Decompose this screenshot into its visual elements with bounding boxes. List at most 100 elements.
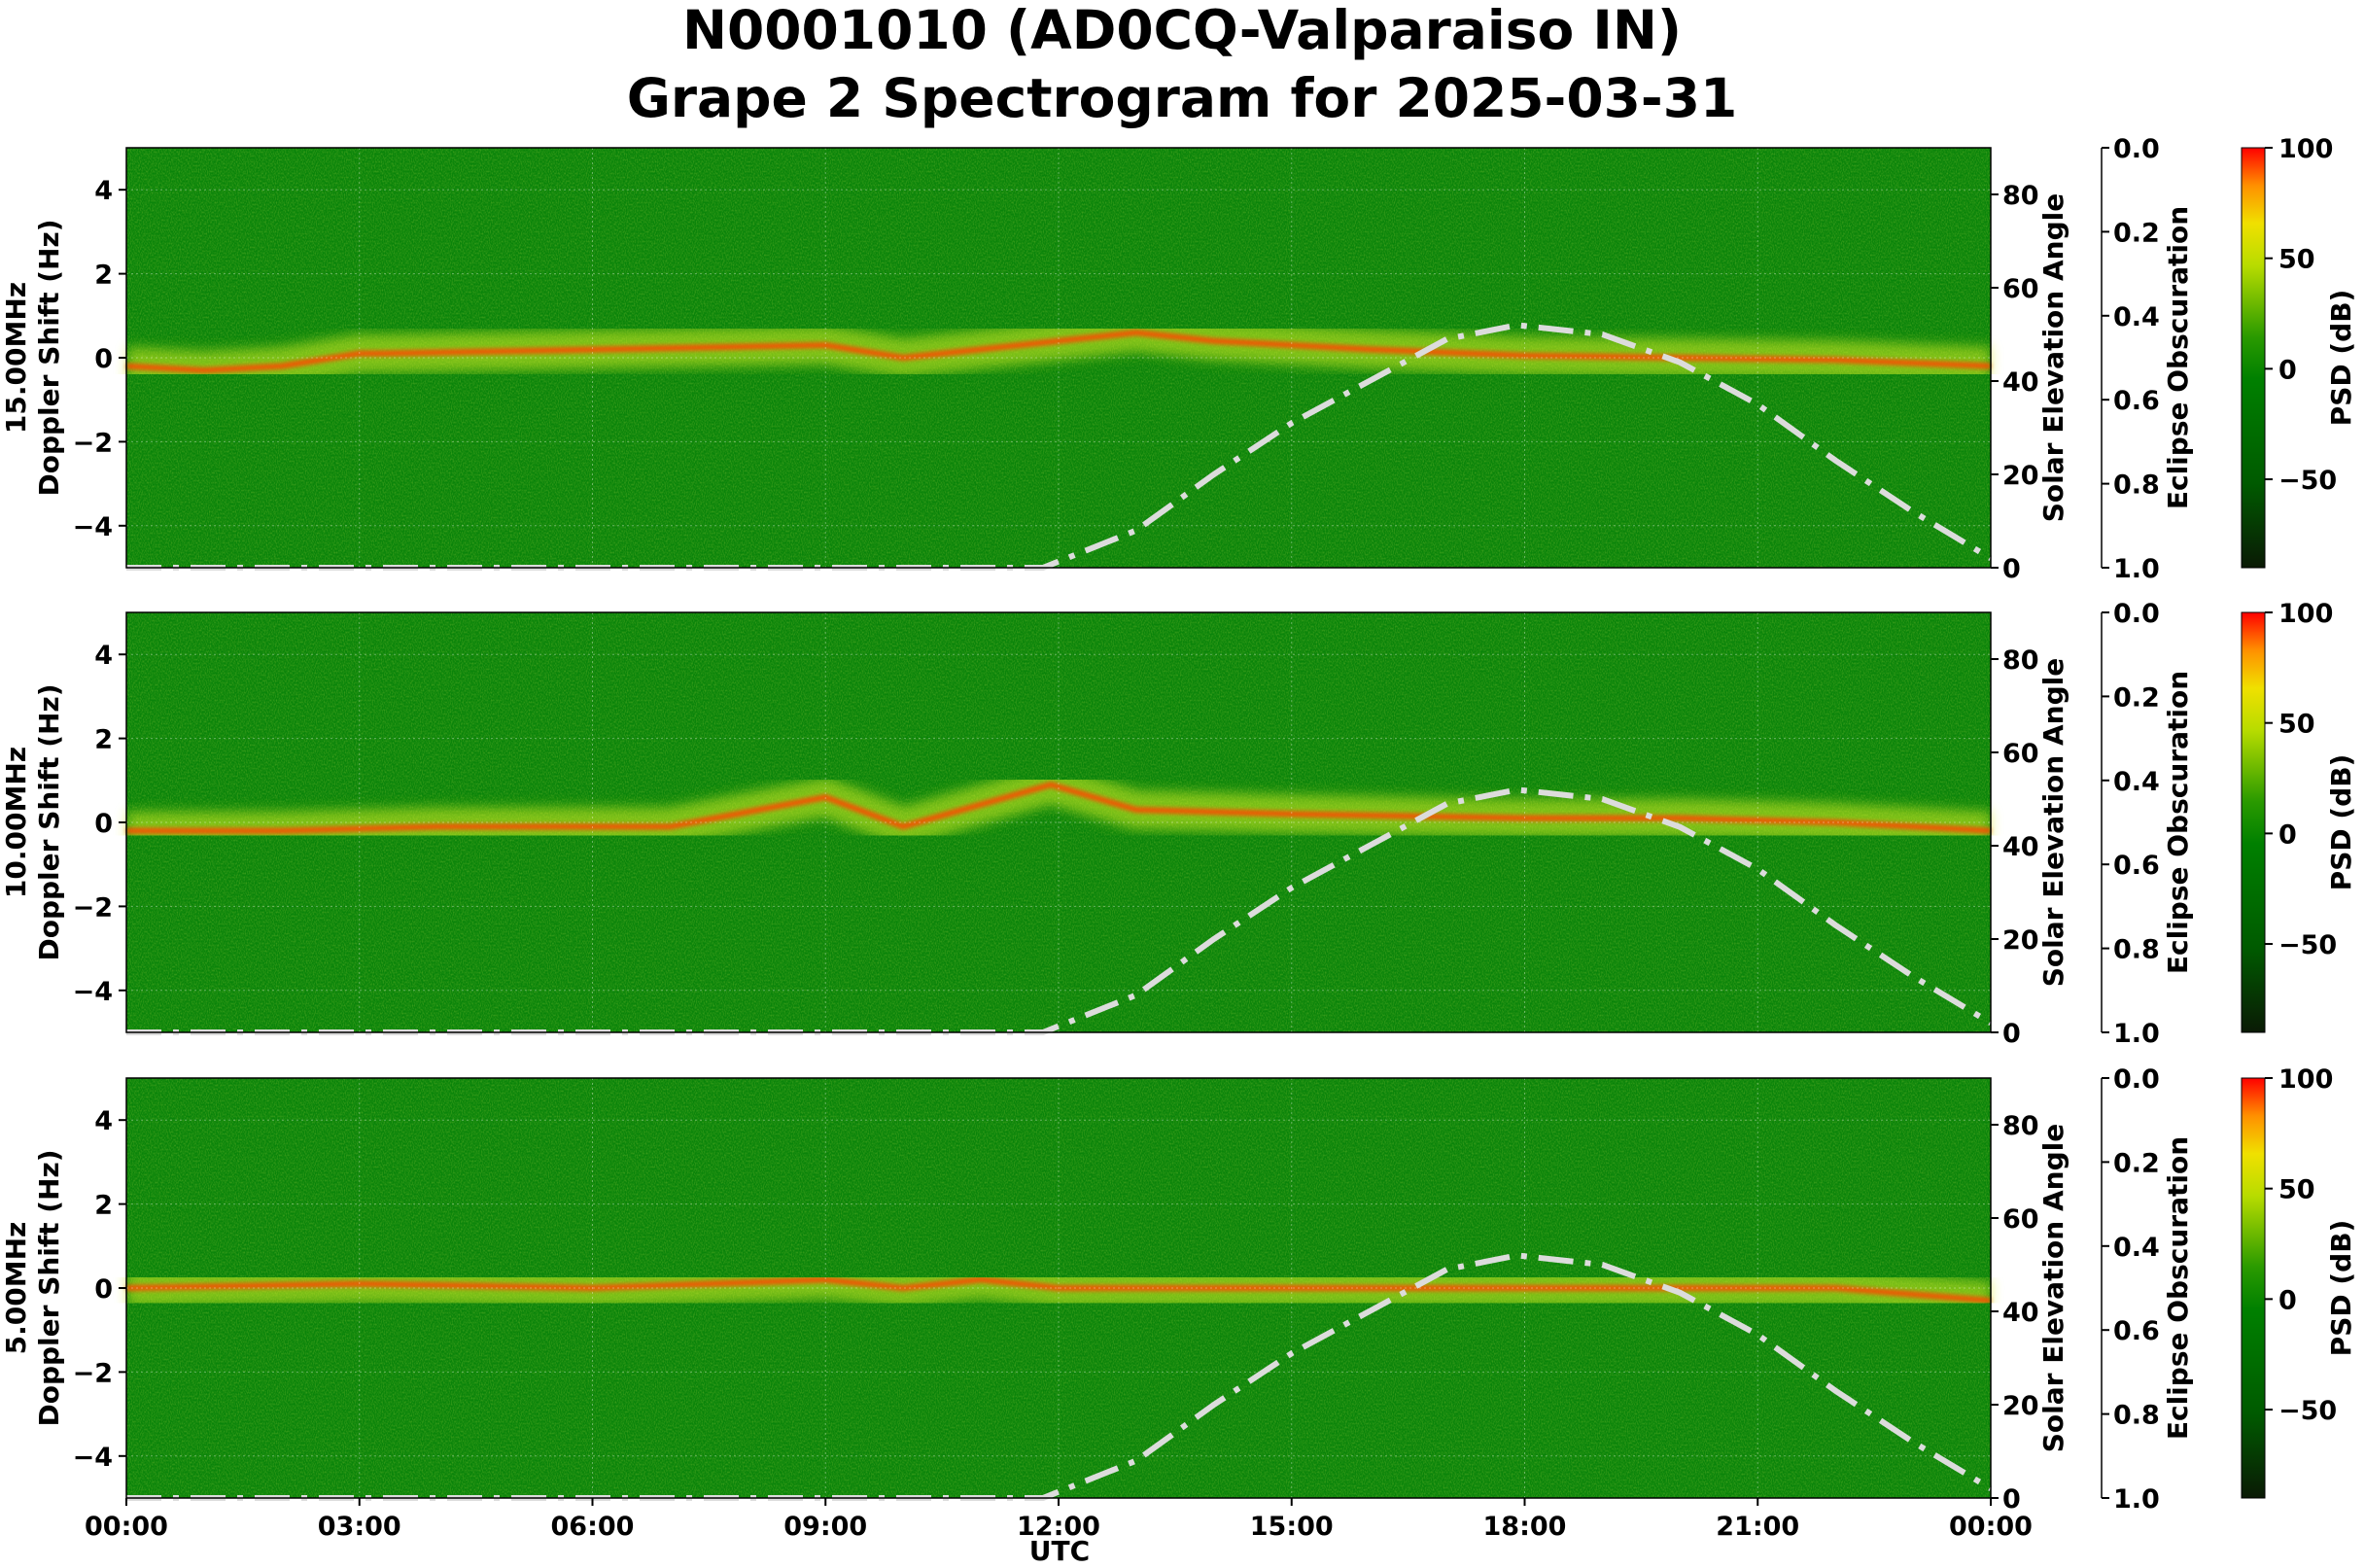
y-tick-label: −2 (73, 1358, 113, 1388)
panel-1: 420−2−415.00MHz Doppler Shift (Hz)0204060… (0, 134, 2357, 584)
y-axis-label: Doppler Shift (Hz) (33, 219, 65, 496)
y-tick-label: 2 (94, 261, 113, 291)
elevation-tick-label: 40 (2002, 367, 2039, 398)
y-axis-label-frequency: 10.00MHz (0, 747, 32, 898)
y-axis-label-frequency: 5.00MHz (0, 1222, 32, 1355)
x-tick-label: 00:00 (1949, 1512, 2033, 1542)
colorbar-label: PSD (dB) (2325, 754, 2357, 891)
eclipse-tick-label: 0.4 (2113, 1233, 2160, 1263)
y-tick-label: −4 (73, 512, 113, 542)
x-axis: 00:00 03:00 06:00 09:00 12:00 15:00 18:00 21:00… (85, 1498, 2033, 1542)
colorbar-label: PSD (dB) (2325, 290, 2357, 427)
y-tick-label: 0 (94, 1274, 113, 1305)
y-tick-label: 0 (94, 809, 113, 839)
eclipse-tick-label: 0.6 (2113, 386, 2160, 416)
signal-trace (125, 330, 1992, 373)
eclipse-tick-label: 0.2 (2113, 1148, 2160, 1178)
elevation-tick-label: 0 (2002, 1019, 2021, 1049)
eclipse-tick-label: 0.8 (2113, 470, 2160, 501)
x-tick-label: 21:00 (1716, 1512, 1799, 1542)
y-tick-label: −4 (73, 977, 113, 1007)
y-tick-label: 2 (94, 725, 113, 755)
y-tick-label: 0 (94, 344, 113, 374)
x-tick-label: 15:00 (1250, 1512, 1334, 1542)
eclipse-tick-label: 0.8 (2113, 1401, 2160, 1431)
elevation-tick-label: 60 (2002, 274, 2039, 304)
solar-elevation-curve (126, 1252, 1993, 1501)
colorbar-tick-label: 100 (2278, 1064, 2333, 1095)
colorbar-tick-label: −50 (2278, 1396, 2337, 1426)
solar-elevation-curve (126, 322, 1993, 571)
y-tick-label: −2 (73, 892, 113, 923)
x-tick-label: 18:00 (1483, 1512, 1567, 1542)
eclipse-tick-label: 0.0 (2113, 1064, 2160, 1095)
elevation-tick-label: 60 (2002, 739, 2039, 769)
x-tick-label: 00:00 (85, 1512, 168, 1542)
colorbar-tick-label: −50 (2278, 466, 2337, 496)
y-tick-label: −2 (73, 428, 113, 458)
eclipse-tick-label: 0.0 (2113, 599, 2160, 629)
colorbar-tick-label: 0 (2278, 355, 2297, 385)
eclipse-axis-label: Eclipse Obscuration (2162, 671, 2194, 974)
colorbar-tick-label: 0 (2278, 819, 2297, 850)
y-tick-label: −4 (73, 1443, 113, 1473)
signal-trace (125, 1276, 1992, 1304)
colorbar-label: PSD (dB) (2325, 1220, 2357, 1357)
eclipse-tick-label: 1.0 (2113, 1484, 2160, 1515)
x-tick-label: 06:00 (551, 1512, 635, 1542)
eclipse-tick-label: 0.4 (2113, 767, 2160, 797)
eclipse-tick-label: 0.2 (2113, 218, 2160, 248)
solar-elevation-curve (126, 786, 1993, 1035)
y-axis-label: Doppler Shift (Hz) (33, 683, 65, 960)
elevation-tick-label: 20 (2002, 461, 2039, 491)
elevation-tick-label: 40 (2002, 832, 2039, 862)
y-axis-label-frequency: 15.00MHz (0, 282, 32, 434)
elevation-tick-label: 80 (2002, 645, 2039, 676)
colorbar (2241, 147, 2266, 569)
panel-2: 420−2−410.00MHz Doppler Shift (Hz)0204060… (0, 599, 2357, 1049)
elevation-axis-label: Solar Elevation Angle (2037, 193, 2069, 522)
x-tick-label: 09:00 (783, 1512, 867, 1542)
colorbar-tick-label: 100 (2278, 134, 2333, 164)
elevation-tick-label: 80 (2002, 181, 2039, 211)
eclipse-axis-label: Eclipse Obscuration (2162, 1136, 2194, 1440)
chart-title: N0001010 (AD0CQ-Valparaiso IN) (682, 0, 1682, 61)
x-tick-label: 03:00 (318, 1512, 401, 1542)
colorbar-tick-label: 0 (2278, 1285, 2297, 1315)
eclipse-tick-label: 0.6 (2113, 851, 2160, 881)
eclipse-tick-label: 0.4 (2113, 302, 2160, 332)
chart-subtitle: Grape 2 Spectrogram for 2025-03-31 (627, 67, 1738, 129)
elevation-tick-label: 40 (2002, 1298, 2039, 1328)
eclipse-tick-label: 0.2 (2113, 682, 2160, 713)
y-tick-label: 4 (94, 641, 113, 671)
elevation-tick-label: 0 (2002, 554, 2021, 584)
colorbar-tick-label: 50 (2278, 710, 2315, 740)
y-tick-label: 4 (94, 1106, 113, 1136)
elevation-tick-label: 0 (2002, 1484, 2021, 1515)
colorbar-tick-label: 100 (2278, 599, 2333, 629)
x-tick-label: 12:00 (1017, 1512, 1100, 1542)
eclipse-tick-label: 0.0 (2113, 134, 2160, 164)
elevation-tick-label: 20 (2002, 925, 2039, 956)
y-tick-label: 4 (94, 176, 113, 206)
y-axis-label: Doppler Shift (Hz) (33, 1149, 65, 1426)
eclipse-tick-label: 1.0 (2113, 554, 2160, 584)
eclipse-tick-label: 0.6 (2113, 1316, 2160, 1346)
colorbar (2241, 1077, 2266, 1499)
y-tick-label: 2 (94, 1191, 113, 1221)
elevation-tick-label: 60 (2002, 1204, 2039, 1235)
eclipse-tick-label: 1.0 (2113, 1019, 2160, 1049)
signal-trace (126, 781, 1992, 834)
colorbar (2241, 611, 2266, 1033)
elevation-tick-label: 20 (2002, 1391, 2039, 1421)
eclipse-tick-label: 0.8 (2113, 935, 2160, 965)
colorbar-tick-label: −50 (2278, 930, 2337, 960)
eclipse-axis-label: Eclipse Obscuration (2162, 206, 2194, 509)
x-axis-label: UTC (1029, 1535, 1090, 1567)
elevation-axis-label: Solar Elevation Angle (2037, 658, 2069, 987)
panel-3: 420−2−45.00MHz Doppler Shift (Hz)02040608… (0, 1064, 2357, 1515)
colorbar-tick-label: 50 (2278, 1175, 2315, 1205)
elevation-axis-label: Solar Elevation Angle (2037, 1124, 2069, 1452)
elevation-tick-label: 80 (2002, 1111, 2039, 1141)
